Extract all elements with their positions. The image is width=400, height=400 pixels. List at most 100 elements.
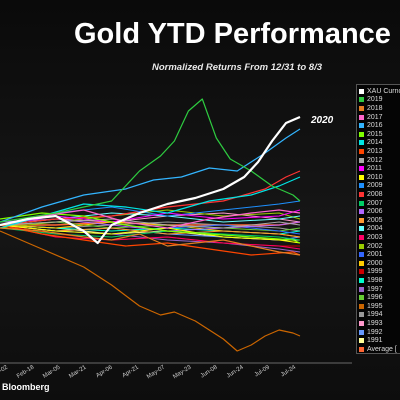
legend-label: 2006 xyxy=(367,208,383,216)
legend-swatch xyxy=(359,320,364,326)
legend-item: 1992 xyxy=(359,328,383,337)
legend-label: 2010 xyxy=(367,173,383,181)
x-tick-label: May-07 xyxy=(146,364,167,380)
legend-label: 2000 xyxy=(367,259,383,267)
legend-label: 1993 xyxy=(367,319,383,327)
legend-swatch xyxy=(359,200,364,206)
legend-item: 2019 xyxy=(359,96,383,105)
legend-label: 2017 xyxy=(367,113,383,121)
legend-label: 2013 xyxy=(367,147,383,155)
legend-swatch xyxy=(359,286,364,292)
legend-item: 2013 xyxy=(359,147,383,156)
legend-label: 2016 xyxy=(367,122,383,130)
legend-label: 2005 xyxy=(367,216,383,224)
legend-swatch xyxy=(359,303,364,309)
legend-item: 2008 xyxy=(359,190,383,199)
legend-label: 1997 xyxy=(367,285,383,293)
highlight-series-label: 2020 xyxy=(310,115,334,126)
x-tick-label: Jul-24 xyxy=(280,364,298,378)
legend-label: 2008 xyxy=(367,190,383,198)
legend-label: 2019 xyxy=(367,96,383,104)
series-line-1 xyxy=(0,98,301,223)
x-tick-label: Mar-21 xyxy=(68,364,88,380)
legend-swatch xyxy=(359,329,364,335)
legend-label: 2004 xyxy=(367,225,383,233)
chart-legend: XAU Curncy201920182017201620152014201320… xyxy=(356,84,400,354)
legend-item: 2007 xyxy=(359,199,383,208)
legend-swatch xyxy=(359,191,364,197)
legend-swatch xyxy=(359,226,364,232)
legend-swatch xyxy=(359,252,364,258)
source-label: Bloomberg xyxy=(2,382,50,392)
x-tick-label: Apr-21 xyxy=(122,364,141,379)
legend-item: 2003 xyxy=(359,233,383,242)
legend-label: XAU Curncy xyxy=(367,87,400,95)
legend-item: 1999 xyxy=(359,268,383,277)
series-line-7 xyxy=(0,224,301,256)
legend-item: 2001 xyxy=(359,250,383,259)
legend-item: 2015 xyxy=(359,130,383,139)
legend-label: 2009 xyxy=(367,182,383,190)
series-line-8 xyxy=(0,218,301,229)
legend-label: 2007 xyxy=(367,199,383,207)
legend-item: 1991 xyxy=(359,336,383,345)
series-line-12 xyxy=(0,170,301,226)
legend-item: 2005 xyxy=(359,216,383,225)
legend-label: 1998 xyxy=(367,276,383,284)
legend-item: 2012 xyxy=(359,156,383,165)
series-line-2 xyxy=(0,227,301,256)
legend-item: 2004 xyxy=(359,225,383,234)
x-tick-label: May-23 xyxy=(172,364,193,380)
legend-label: 1996 xyxy=(367,294,383,302)
x-tick-label: Feb-02 xyxy=(0,364,10,380)
legend-item: 2011 xyxy=(359,164,382,173)
legend-item: 1998 xyxy=(359,276,383,285)
legend-label: 2002 xyxy=(367,242,383,250)
x-tick-labels: Feb-02 Feb-18 Mar-05 Mar-21 Apr-06 Apr-21 May-… xyxy=(0,364,298,380)
series-line-3 xyxy=(0,209,301,229)
legend-label: 2015 xyxy=(367,130,383,138)
legend-swatch xyxy=(359,346,364,352)
chart-title: Gold YTD Performance xyxy=(74,18,391,50)
legend-swatch xyxy=(359,338,364,344)
legend-swatch xyxy=(359,140,364,146)
series-line-6 xyxy=(0,176,301,229)
legend-swatch xyxy=(359,105,364,111)
legend-swatch xyxy=(359,312,364,318)
legend-swatch xyxy=(359,148,364,154)
legend-item: 2014 xyxy=(359,139,383,148)
legend-swatch xyxy=(359,97,364,103)
legend-item: 2018 xyxy=(359,104,383,113)
legend-label: 2001 xyxy=(367,251,383,259)
legend-swatch xyxy=(359,157,364,163)
series-line-0 xyxy=(0,115,301,245)
legend-label: 2003 xyxy=(367,233,383,241)
legend-item: Average [ xyxy=(359,345,397,353)
legend-swatch xyxy=(359,166,364,172)
legend-label: Average [ xyxy=(367,345,397,353)
x-tick-label: Apr-06 xyxy=(95,364,114,379)
legend-swatch xyxy=(359,217,364,223)
legend-label: 2018 xyxy=(367,104,383,112)
chart-plot-area: Feb-02 Feb-18 Mar-05 Mar-21 Apr-06 Apr-21 May-… xyxy=(0,98,352,380)
legend-label: 1994 xyxy=(367,311,383,319)
legend-label: 1999 xyxy=(367,268,383,276)
legend-swatch xyxy=(359,277,364,283)
x-tick-label: Mar-05 xyxy=(42,364,62,380)
legend-item: 1995 xyxy=(359,302,383,311)
legend-swatch xyxy=(359,174,364,180)
legend-swatch xyxy=(359,114,364,120)
legend-item: 2009 xyxy=(359,182,383,191)
legend-swatch xyxy=(359,295,364,301)
legend-swatch xyxy=(359,88,364,94)
x-tick-label: Jul-09 xyxy=(254,364,272,378)
legend-swatch xyxy=(359,183,364,189)
legend-label: 1991 xyxy=(367,337,383,345)
legend-label: 1992 xyxy=(367,328,383,336)
legend-item: 1994 xyxy=(359,311,383,320)
series-line-17 xyxy=(0,224,301,250)
legend-swatch xyxy=(359,131,364,137)
legend-label: 2012 xyxy=(367,156,383,164)
series-line-25 xyxy=(0,230,301,352)
